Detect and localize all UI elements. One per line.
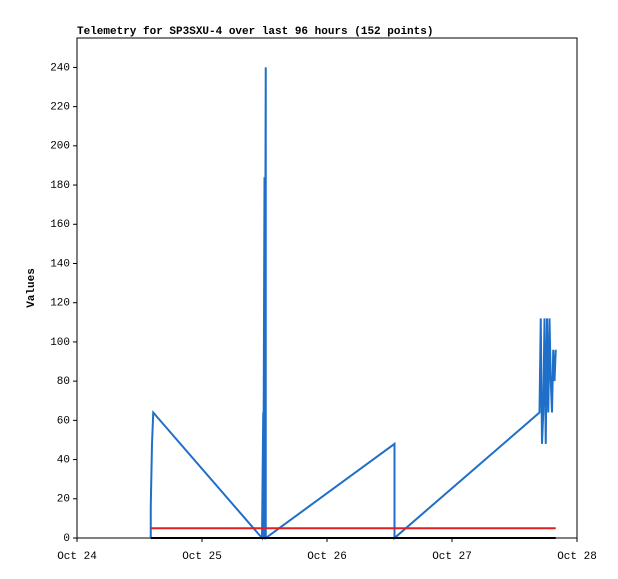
x-tick-label: Oct 27 <box>432 551 472 563</box>
chart-title: Telemetry for SP3SXU-4 over last 96 hour… <box>77 26 433 38</box>
y-tick-label: 200 <box>50 141 70 153</box>
y-tick-label: 80 <box>57 376 70 388</box>
y-tick-label: 0 <box>63 533 70 545</box>
x-tick-label: Oct 28 <box>557 551 597 563</box>
y-tick-label: 180 <box>50 180 70 192</box>
y-tick-label: 40 <box>57 454 70 466</box>
y-tick-label: 100 <box>50 337 70 349</box>
y-tick-label: 140 <box>50 258 70 270</box>
x-tick-label: Oct 26 <box>307 551 347 563</box>
y-tick-label: 160 <box>50 219 70 231</box>
x-tick-label: Oct 25 <box>182 551 222 563</box>
y-tick-label: 60 <box>57 415 70 427</box>
plot-frame <box>76 37 578 539</box>
data-line <box>149 67 557 541</box>
x-tick-label: Oct 24 <box>57 551 97 563</box>
y-tick-label: 120 <box>50 298 70 310</box>
y-axis-label: Values <box>26 268 38 308</box>
y-tick-label: 240 <box>50 62 70 74</box>
y-tick-label: 20 <box>57 494 70 506</box>
y-tick-label: 220 <box>50 102 70 114</box>
